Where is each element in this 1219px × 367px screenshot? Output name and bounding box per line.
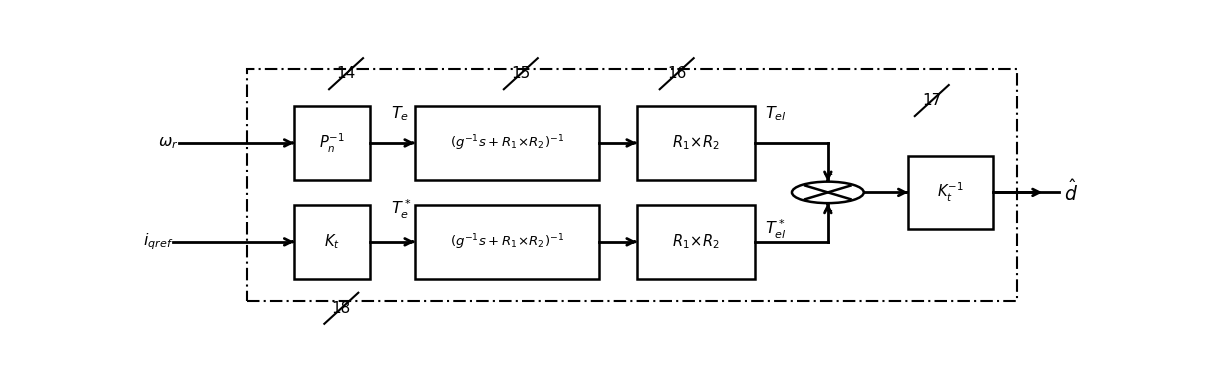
Text: 16: 16	[667, 66, 686, 81]
Text: 14: 14	[336, 66, 356, 81]
Bar	[908, 156, 993, 229]
Text: $P_n^{-1}$: $P_n^{-1}$	[319, 131, 345, 155]
Text: $K_t$: $K_t$	[324, 233, 340, 251]
Text: $\omega_r$: $\omega_r$	[158, 135, 179, 151]
Bar	[636, 205, 755, 279]
Bar	[294, 205, 369, 279]
Bar	[636, 106, 755, 180]
Bar	[294, 106, 369, 180]
Text: 17: 17	[922, 93, 941, 108]
Text: $K_t^{-1}$: $K_t^{-1}$	[937, 181, 964, 204]
Text: $\hat{d}$: $\hat{d}$	[1064, 179, 1078, 205]
Text: $(g^{-1}s+R_1\!\times\! R_2)^{-1}$: $(g^{-1}s+R_1\!\times\! R_2)^{-1}$	[450, 232, 564, 252]
Text: $i_{qref}$: $i_{qref}$	[143, 232, 173, 252]
Bar	[414, 205, 599, 279]
Circle shape	[792, 182, 864, 203]
Text: 18: 18	[332, 301, 351, 316]
Text: $R_1\!\times\! R_2$: $R_1\!\times\! R_2$	[672, 134, 719, 152]
Bar	[247, 69, 1017, 301]
Text: $T_{el}^*$: $T_{el}^*$	[764, 218, 786, 241]
Text: $-$: $-$	[823, 204, 834, 217]
Text: +: +	[823, 168, 833, 181]
Text: $R_1\!\times\! R_2$: $R_1\!\times\! R_2$	[672, 233, 719, 251]
Bar	[414, 106, 599, 180]
Text: $T_e$: $T_e$	[391, 105, 410, 123]
Text: $T_e^*$: $T_e^*$	[391, 197, 412, 221]
Text: $(g^{-1}s+R_1\!\times\! R_2)^{-1}$: $(g^{-1}s+R_1\!\times\! R_2)^{-1}$	[450, 133, 564, 153]
Text: 15: 15	[511, 66, 530, 81]
Text: $T_{el}$: $T_{el}$	[764, 105, 786, 123]
